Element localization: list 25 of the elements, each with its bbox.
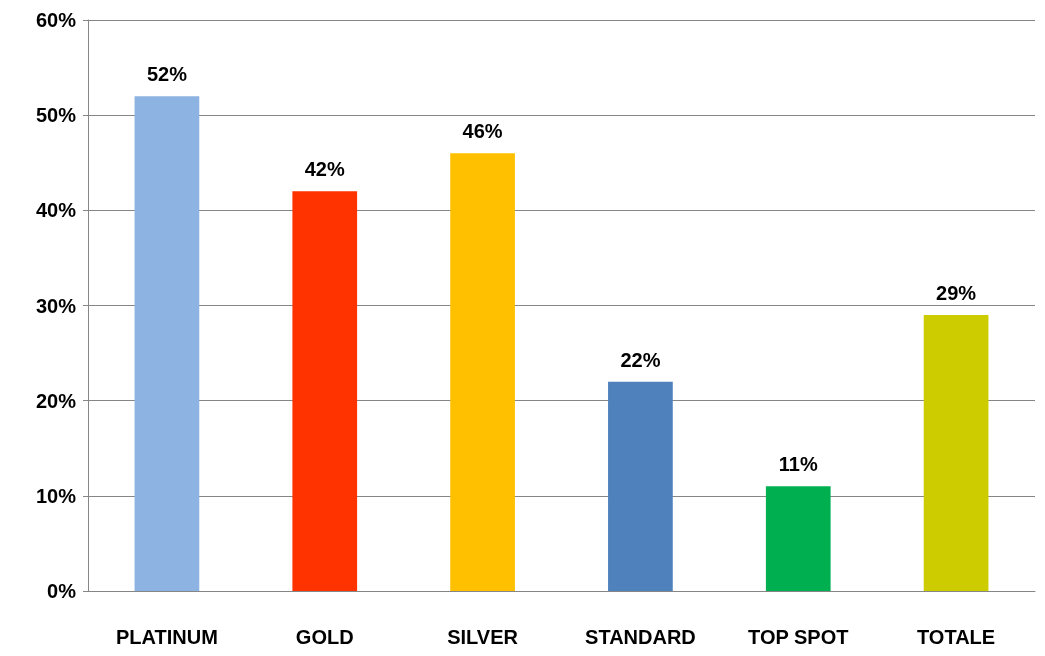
- y-tick-label: 10%: [35, 484, 77, 507]
- bar: [134, 96, 200, 591]
- bar: [292, 191, 358, 591]
- data-label: 11%: [778, 453, 818, 476]
- data-label: 42%: [304, 158, 345, 181]
- data-label: 22%: [620, 348, 661, 371]
- data-label: 52%: [146, 63, 188, 86]
- x-tick-label: SILVER: [447, 626, 519, 648]
- y-tick-label: 0%: [47, 580, 77, 602]
- x-tick-label: TOP SPOT: [748, 626, 849, 648]
- data-label: 29%: [936, 282, 977, 305]
- y-tick-label: 40%: [35, 199, 77, 222]
- bar: [765, 486, 831, 591]
- bar: [450, 153, 515, 591]
- y-tick-label: 30%: [35, 294, 77, 317]
- y-tick-label: 60%: [35, 9, 77, 31]
- y-tick-label: 20%: [35, 389, 77, 412]
- bar: [923, 315, 989, 591]
- x-tick-label: TOTALE: [917, 626, 996, 648]
- x-tick-label: STANDARD: [585, 626, 696, 648]
- data-label: 46%: [462, 120, 503, 143]
- bar: [608, 381, 673, 591]
- x-tick-label: PLATINUM: [115, 626, 218, 648]
- y-tick-label: 50%: [35, 104, 77, 127]
- x-tick-label: GOLD: [295, 626, 354, 648]
